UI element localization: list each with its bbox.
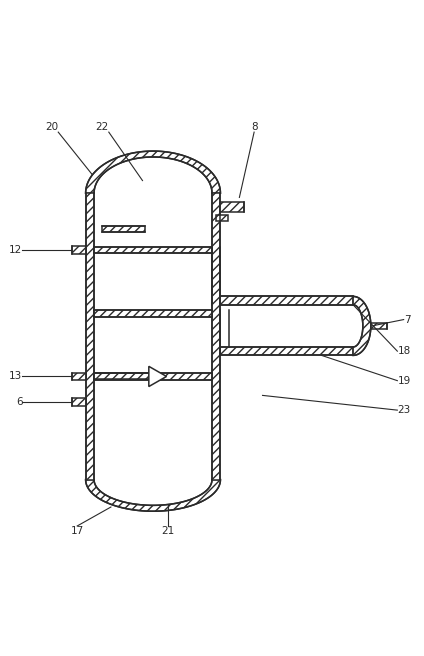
Polygon shape bbox=[86, 480, 220, 511]
Polygon shape bbox=[149, 366, 167, 386]
Bar bbox=[72, 398, 86, 405]
Bar bbox=[212, 194, 220, 480]
Bar bbox=[220, 347, 353, 356]
Text: 7: 7 bbox=[404, 315, 410, 325]
Bar bbox=[72, 373, 86, 380]
Bar bbox=[220, 202, 244, 212]
Bar bbox=[371, 323, 387, 329]
Text: 17: 17 bbox=[70, 526, 84, 536]
Polygon shape bbox=[353, 297, 371, 356]
Text: 21: 21 bbox=[161, 526, 174, 536]
Polygon shape bbox=[86, 151, 220, 194]
Text: 18: 18 bbox=[397, 346, 410, 356]
Bar bbox=[94, 247, 212, 253]
Text: 23: 23 bbox=[397, 405, 410, 415]
Text: 19: 19 bbox=[397, 376, 410, 386]
Bar bbox=[72, 246, 86, 254]
Bar bbox=[220, 297, 353, 305]
Text: 22: 22 bbox=[95, 122, 109, 132]
Text: 13: 13 bbox=[9, 371, 22, 381]
Text: 20: 20 bbox=[45, 122, 58, 132]
Bar bbox=[103, 226, 145, 232]
Bar bbox=[94, 373, 212, 380]
Bar bbox=[216, 215, 228, 222]
Bar bbox=[86, 194, 94, 480]
Text: 8: 8 bbox=[251, 122, 257, 132]
Text: 6: 6 bbox=[16, 397, 22, 407]
Bar bbox=[94, 310, 212, 317]
Text: 12: 12 bbox=[9, 245, 22, 255]
